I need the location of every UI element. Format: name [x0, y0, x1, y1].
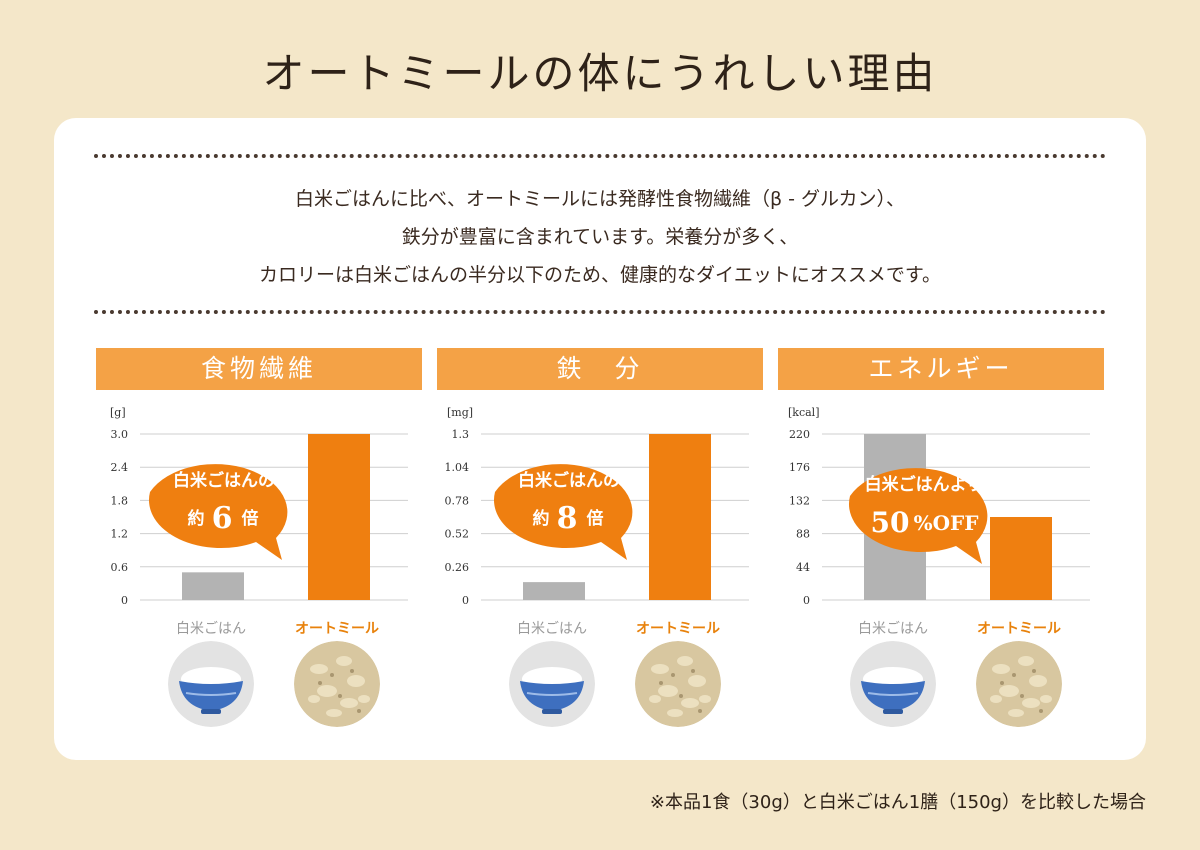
chart-svg: [mg] 0 0.26 0.52 0.78 1.04 1.3 白米ごはんの 約 8 倍 [445, 406, 749, 607]
panel-energy: エネルギー [kcal] 0 44 88 132 176 220 白米ごはんより 50 %… [778, 348, 1104, 748]
oatmeal-image [294, 641, 380, 727]
unit-label: [kcal] [788, 406, 820, 419]
bubble-line1: 白米ごはんの [173, 470, 275, 491]
unit-label: [mg] [447, 406, 473, 419]
bubble-suffix: 倍 [587, 508, 604, 529]
page-title: オートミールの体にうれしい理由 [262, 49, 938, 98]
rice-bowl-image [168, 641, 254, 727]
bubble-big-number: 8 [557, 501, 578, 536]
bar-oatmeal [649, 434, 711, 600]
speech-bubble [148, 464, 288, 560]
intro-line-1: 白米ごはんに比べ、オートミールには発酵性食物繊維（β - グルカン）、 [295, 188, 905, 210]
chart-svg: [kcal] 0 44 88 132 176 220 白米ごはんより 50 %OFF [788, 406, 1090, 607]
bubble-prefix: 約 [188, 508, 205, 529]
bubble-suffix: %OFF [914, 511, 979, 535]
y-tick-label: 1.04 [445, 461, 470, 474]
y-tick-label: 0.52 [445, 528, 470, 541]
panel-header: エネルギー [778, 348, 1104, 390]
panel-iron: 鉄 分 [mg] 0 0.26 0.52 0.78 1.04 1.3 白米ごはんの 約 8… [437, 348, 763, 748]
bar-oatmeal [990, 517, 1052, 600]
speech-bubble [848, 468, 988, 564]
bar-rice [182, 572, 244, 600]
content-card: 白米ごはんに比べ、オートミールには発酵性食物繊維（β - グルカン）、 鉄分が豊… [54, 118, 1146, 760]
bubble-suffix: 倍 [242, 508, 259, 529]
intro-line-3: カロリーは白米ごはんの半分以下のため、健康的なダイエットにオススメです。 [259, 264, 941, 286]
oat-caption: オートミール [636, 621, 720, 637]
y-tick-label: 1.2 [111, 528, 129, 541]
bubble: 白米ごはんより 50 %OFF [848, 468, 988, 564]
intro-text: 白米ごはんに比べ、オートミールには発酵性食物繊維（β - グルカン）、 鉄分が豊… [54, 180, 1146, 294]
oatmeal-image [635, 641, 721, 727]
y-tick-label: 0 [803, 594, 810, 607]
dotted-divider-bottom [94, 310, 1106, 314]
y-tick-label: 0.78 [445, 494, 470, 507]
rice-caption: 白米ごはん [858, 621, 928, 637]
chart-fiber: [g] 0 0.6 1.2 1.8 2.4 3.0 白米ごはんの 約 6 倍 [96, 400, 422, 626]
bubble-line1: 白米ごはんより [865, 474, 984, 495]
y-tick-label: 0 [462, 594, 469, 607]
y-tick-label: 1.8 [111, 494, 129, 507]
bars [182, 434, 370, 600]
y-tick-label: 0.6 [111, 561, 129, 574]
oatmeal-image [976, 641, 1062, 727]
bars [523, 434, 711, 600]
chart-energy: [kcal] 0 44 88 132 176 220 白米ごはんより 50 %OFF [778, 400, 1104, 626]
intro-line-2: 鉄分が豊富に含まれています。栄養分が多く、 [401, 226, 799, 248]
y-tick-label: 176 [789, 461, 810, 474]
rice-bowl-image [509, 641, 595, 727]
y-ticks: 0 0.26 0.52 0.78 1.04 1.3 [445, 428, 470, 607]
bubble: 白米ごはんの 約 8 倍 [493, 464, 633, 560]
y-tick-label: 0 [121, 594, 128, 607]
y-tick-label: 3.0 [111, 428, 129, 441]
unit-label: [g] [110, 406, 126, 419]
y-tick-label: 1.3 [452, 428, 470, 441]
y-ticks: 0 0.6 1.2 1.8 2.4 3.0 [111, 428, 129, 607]
y-tick-label: 220 [789, 428, 810, 441]
bar-rice [523, 582, 585, 600]
panel-header: 鉄 分 [437, 348, 763, 390]
bubble: 白米ごはんの 約 6 倍 [148, 464, 288, 560]
y-tick-label: 0.26 [445, 561, 470, 574]
bubble-big-number: 6 [212, 501, 233, 536]
panel-header: 食物繊維 [96, 348, 422, 390]
bubble-prefix: 約 [533, 508, 550, 529]
chart-iron: [mg] 0 0.26 0.52 0.78 1.04 1.3 白米ごはんの 約 8 倍 [437, 400, 763, 626]
footnote: ※本品1食（30g）と白米ごはん1膳（150g）を比較した場合 [649, 792, 1146, 813]
oat-caption: オートミール [295, 621, 379, 637]
bubble-line1: 白米ごはんの [518, 470, 620, 491]
y-tick-label: 132 [789, 494, 810, 507]
y-tick-label: 44 [796, 561, 810, 574]
y-ticks: 0 44 88 132 176 220 [789, 428, 810, 607]
rice-caption: 白米ごはん [176, 621, 246, 637]
chart-svg: [g] 0 0.6 1.2 1.8 2.4 3.0 白米ごはんの 約 6 倍 [110, 406, 408, 607]
bar-oatmeal [308, 434, 370, 600]
y-tick-label: 88 [796, 528, 810, 541]
oat-caption: オートミール [977, 621, 1061, 637]
speech-bubble [493, 464, 633, 560]
panel-fiber: 食物繊維 [g] 0 0.6 1.2 1.8 2.4 3.0 白米ごはんの 約 6 倍 白… [96, 348, 422, 748]
rice-bowl-image [850, 641, 936, 727]
dotted-divider-top [94, 154, 1106, 158]
y-tick-label: 2.4 [111, 461, 129, 474]
bubble-big-number: 50 [871, 506, 910, 539]
rice-caption: 白米ごはん [517, 621, 587, 637]
